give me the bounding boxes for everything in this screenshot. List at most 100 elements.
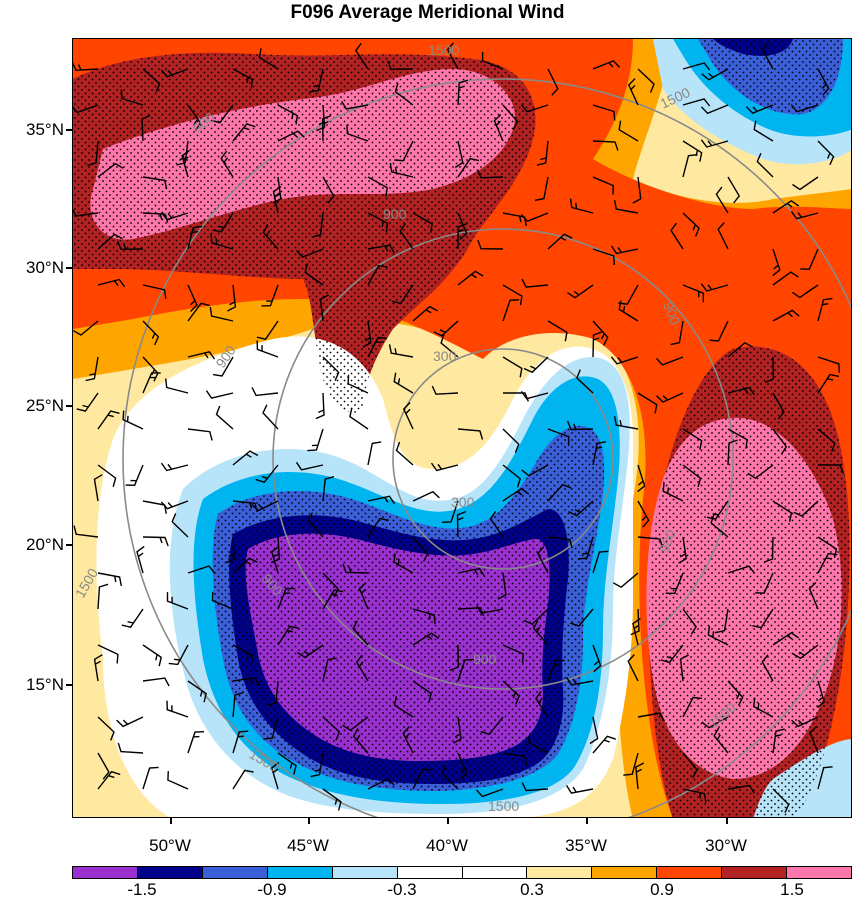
colorbar-label: -1.5: [127, 880, 157, 899]
wind-barb: [715, 186, 729, 214]
wind-barb: [97, 716, 115, 741]
wind-barb: [502, 284, 523, 306]
wind-barb: [682, 788, 707, 803]
wind-barb: [761, 42, 774, 70]
wind-barb: [412, 490, 440, 502]
wind-barb: [592, 248, 615, 266]
wind-barb: [76, 392, 99, 412]
wind-barb: [168, 644, 189, 666]
colorbar-segment: [657, 867, 723, 878]
wind-barb: [93, 654, 103, 682]
wind-barb: [547, 68, 559, 96]
wind-barb: [800, 248, 819, 270]
wind-barb: [251, 500, 279, 512]
wind-barb: [682, 212, 700, 237]
wind-barb: [592, 104, 616, 121]
wind-barb: [97, 770, 121, 790]
wind-barb: [160, 462, 189, 472]
wind-barb: [97, 583, 109, 610]
wind-barb: [232, 730, 249, 754]
wind-barb: [727, 565, 756, 574]
wind-barb: [592, 176, 614, 195]
wind-barb: [358, 581, 369, 610]
wind-barb: [792, 176, 819, 191]
wind-barb: [790, 210, 819, 220]
wind-barb: [342, 716, 369, 732]
lon-tick: [447, 818, 449, 824]
wind-barb: [627, 654, 639, 682]
wind-barb: [772, 271, 799, 286]
wind-barb: [502, 104, 519, 130]
wind-barb: [311, 212, 324, 238]
wind-barb: [352, 620, 369, 646]
lat-tick: [66, 405, 72, 407]
wind-barb: [277, 104, 299, 125]
wind-barb: [457, 223, 467, 250]
wind-barb: [710, 514, 729, 538]
wind-barb: [682, 98, 711, 107]
wind-barb: [480, 716, 504, 736]
wind-barb: [662, 482, 684, 502]
wind-barb: [367, 495, 396, 505]
wind-barb: [181, 149, 190, 178]
wind-barb: [709, 320, 729, 342]
wind-barb: [142, 68, 161, 93]
wind-barb: [310, 752, 324, 778]
wind-barb: [817, 766, 833, 790]
wind-barb: [570, 608, 594, 627]
wind-barb: [165, 378, 189, 394]
wind-barb: [367, 176, 388, 197]
wind-barb: [592, 331, 603, 358]
wind-barb: [304, 263, 324, 286]
wind-barb: [637, 712, 665, 722]
colorbar-segment: [527, 867, 593, 878]
colorbar-segment: [202, 867, 268, 878]
wind-barb: [367, 441, 382, 466]
colorbar: [72, 866, 852, 879]
wind-barb: [232, 123, 256, 142]
wind-barb: [792, 644, 819, 660]
wind-barb: [212, 212, 234, 233]
wind-barb: [142, 677, 170, 687]
wind-barb: [393, 696, 414, 718]
lon-label-30w: 30°W: [705, 836, 747, 855]
wind-barb: [457, 270, 484, 286]
wind-barb: [817, 356, 840, 373]
wind-barb: [618, 300, 639, 322]
ring-label: 900: [473, 651, 497, 667]
wind-barb: [277, 587, 296, 610]
wind-barb: [679, 654, 689, 682]
wind-barb: [772, 199, 800, 214]
wind-barb: [355, 654, 369, 682]
wind-barb: [520, 390, 549, 400]
wind-barb: [389, 162, 414, 178]
wind-barb: [457, 567, 485, 577]
colorbar-segment: [592, 867, 658, 878]
lat-label-35n: 35°N: [26, 120, 64, 139]
wind-barb: [682, 608, 697, 635]
wind-barb: [341, 101, 369, 110]
wind-barb: [205, 390, 234, 399]
wind-barb: [117, 742, 144, 754]
wind-barb: [547, 320, 568, 342]
wind-barb: [187, 302, 210, 322]
lon-label-40w: 40°W: [426, 836, 468, 855]
colorbar-segment: [267, 867, 333, 878]
wind-barb: [412, 608, 436, 624]
wind-barb: [547, 428, 570, 446]
wind-barb: [322, 716, 341, 741]
wind-barb: [727, 176, 741, 204]
wind-barb: [85, 356, 99, 382]
wind-barb: [456, 510, 467, 538]
wind-barb: [433, 320, 459, 337]
wind-barb: [700, 283, 729, 292]
wind-barb: [309, 68, 324, 93]
colorbar-segment: [787, 867, 852, 878]
wind-barb: [502, 464, 522, 488]
wind-barb: [817, 68, 830, 96]
wind-barb: [399, 223, 414, 250]
wind-barb: [670, 320, 684, 346]
wind-barb: [611, 245, 639, 255]
wind-barb: [256, 320, 279, 340]
ring-label: 300: [433, 348, 457, 364]
